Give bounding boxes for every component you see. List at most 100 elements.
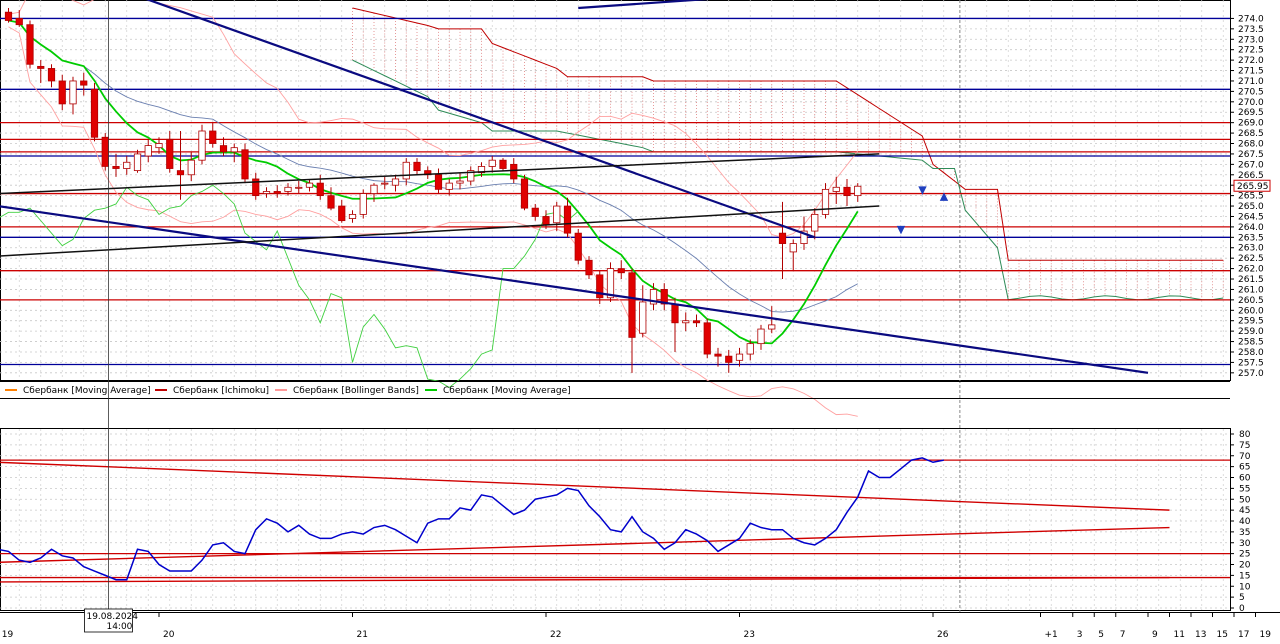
time-axis-label: 13 [1195, 630, 1206, 640]
candle-body [714, 353, 722, 357]
candle-body [4, 11, 13, 21]
candle-body [391, 178, 400, 186]
candle-body [230, 147, 238, 153]
price-axis-label: 273.0 [1238, 35, 1264, 45]
price-axis-label: 264.0 [1238, 223, 1264, 233]
price-axis-label: 258.0 [1238, 348, 1264, 358]
oscillator-axis-label: 75 [1239, 441, 1250, 451]
candle-body [606, 268, 615, 299]
candle-body [359, 193, 367, 215]
candle-body [348, 213, 357, 219]
candle-body [252, 178, 260, 197]
candle-body [90, 88, 99, 138]
cursor-time-label: 14:00 [106, 622, 132, 632]
legend-entry: Сбербанк [Moving Average] [443, 386, 571, 396]
candle-body [477, 166, 486, 174]
candle-body [273, 191, 281, 194]
candle-body [166, 138, 174, 169]
signal-arrow-icon: ▼ [918, 183, 927, 196]
candle-body [757, 328, 765, 345]
price-axis-label: 257.0 [1238, 369, 1264, 379]
price-axis-label: 270.0 [1238, 98, 1264, 108]
candles-layer: ▼ ▼ ▲ [4, 8, 949, 373]
oscillator-axis-label: 15 [1239, 571, 1250, 581]
candle-body [133, 153, 142, 172]
price-axis-label: 268.5 [1238, 129, 1264, 139]
candle-body [69, 80, 77, 105]
navy-trend-line [578, 0, 710, 10]
candle-body [80, 80, 88, 86]
candle-body [617, 268, 625, 274]
time-axis-label: 15 [1217, 630, 1228, 640]
price-axis-label: 269.0 [1238, 119, 1264, 129]
time-axis-label: 7 [1120, 630, 1126, 640]
candle-body [778, 232, 787, 244]
price-axis-label: 263.5 [1238, 233, 1264, 243]
candle-body [445, 182, 453, 190]
oscillator-axis-label: 30 [1239, 539, 1251, 549]
candle-body [209, 130, 217, 144]
candle-body [542, 216, 550, 226]
candle-body [725, 355, 733, 363]
candle-body [499, 159, 507, 169]
candle-body [746, 343, 754, 355]
navy-trend-line [0, 205, 1149, 374]
candle-body [15, 18, 23, 26]
time-axis-label: +1 [1045, 630, 1058, 640]
candle-body [735, 353, 744, 361]
price-axis-label: 261.0 [1238, 285, 1264, 295]
candle-body [434, 174, 443, 190]
price-axis-label: 259.0 [1238, 327, 1264, 337]
black-trend-line [0, 205, 880, 257]
oscillator-axis-label: 80 [1239, 430, 1251, 440]
candle-body [467, 170, 475, 182]
candle-body [789, 243, 797, 253]
price-axis-label: 270.5 [1238, 87, 1264, 97]
price-axis-label: 258.5 [1238, 338, 1264, 348]
navy-trend-line [145, 0, 816, 239]
time-axis-label: 19 [2, 630, 14, 640]
oscillator-axis-label: 25 [1239, 550, 1250, 560]
oscillator-axis-label: 10 [1239, 582, 1251, 592]
axes-layer: 274.0273.5273.0272.5272.0271.5271.0270.5… [2, 14, 1272, 640]
candle-body [241, 149, 249, 180]
candle-body [456, 180, 464, 184]
oscillator-axis-label: 5 [1239, 593, 1245, 603]
cursor-date-box [84, 608, 133, 633]
oscillator-axis-label: 45 [1239, 506, 1250, 516]
candle-body [370, 184, 378, 194]
candle-body [854, 185, 862, 197]
oscillator-red-trend-line [0, 461, 1170, 511]
candle-body [187, 159, 195, 176]
price-axis-label: 268.0 [1238, 140, 1264, 150]
oscillator-layer [0, 457, 1230, 583]
candle-body [144, 145, 152, 157]
ichimoku-kijun-line [8, 20, 858, 313]
candle-body [628, 272, 636, 338]
price-axis-label: 262.5 [1238, 254, 1264, 264]
price-axis-label: 267.5 [1238, 150, 1264, 160]
candle-body [649, 289, 658, 305]
candle-body [284, 186, 292, 192]
candle-body [198, 130, 206, 161]
oscillator-axis-label: 60 [1239, 474, 1251, 484]
time-axis-label: 9 [1152, 630, 1158, 640]
candle-body [338, 205, 346, 222]
candle-body [520, 178, 529, 209]
grid-layer [0, 0, 1280, 613]
candle-body [37, 65, 45, 69]
oscillator-axis-label: 35 [1239, 528, 1250, 538]
legend-entry: Сбербанк [Bollinger Bands] [293, 386, 419, 396]
oscillator-axis-label: 65 [1239, 463, 1250, 473]
time-axis-label: 20 [163, 630, 175, 640]
candle-body [413, 161, 421, 172]
candle-body [262, 191, 271, 194]
oscillator-axis-label: 40 [1239, 517, 1251, 527]
time-axis-label: 19 [1260, 630, 1272, 640]
candle-body [682, 320, 690, 324]
oscillator-axis-label: 50 [1239, 495, 1251, 505]
candle-body [563, 205, 572, 234]
price-axis-label: 273.5 [1238, 25, 1264, 35]
candle-body [660, 289, 668, 305]
